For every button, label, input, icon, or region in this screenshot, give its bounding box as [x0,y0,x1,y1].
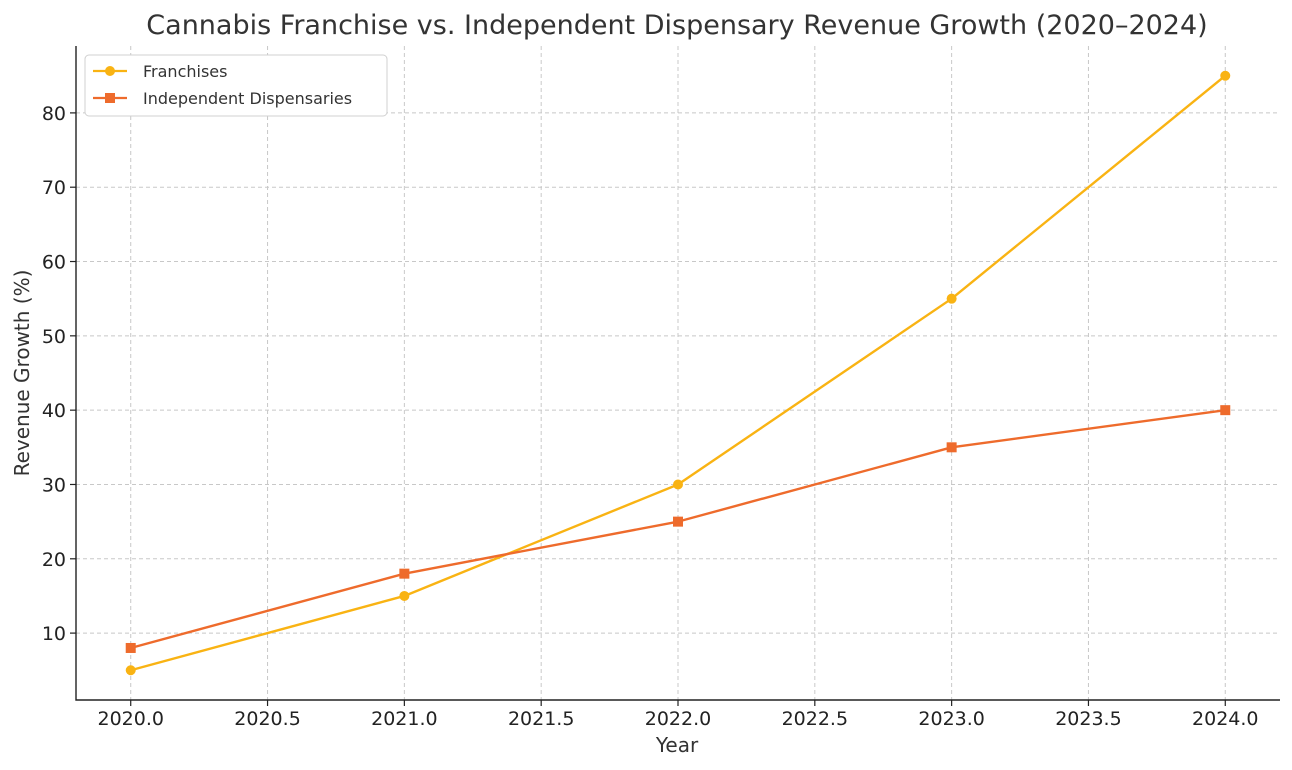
y-axis-label: Revenue Growth (%) [10,270,34,477]
y-ticks: 10 20 30 40 50 60 70 80 [42,103,76,645]
x-tick-label: 2022.5 [782,708,848,730]
y-tick-label: 40 [42,400,66,422]
x-tick-label: 2021.5 [508,708,574,730]
x-tick-label: 2024.0 [1192,708,1258,730]
series-layer [125,70,1231,676]
legend: Franchises Independent Dispensaries [84,54,388,117]
x-tick-label: 2020.0 [97,708,163,730]
legend-label-independent: Independent Dispensaries [143,89,352,108]
data-point-independent-dispensaries [673,516,683,527]
grid [76,46,1280,700]
legend-label-franchises: Franchises [143,62,227,81]
y-tick-label: 60 [42,252,66,274]
x-tick-label: 2022.0 [645,708,711,730]
data-point-franchises [946,293,957,304]
data-point-independent-dispensaries [946,442,957,453]
y-tick-label: 10 [42,623,66,645]
data-point-independent-dispensaries [125,642,136,653]
data-point-franchises [1220,70,1231,81]
data-point-franchises [673,479,683,490]
data-point-franchises [399,590,410,601]
chart-title: Cannabis Franchise vs. Independent Dispe… [146,10,1207,41]
x-tick-label: 2023.5 [1055,708,1121,730]
y-tick-label: 70 [42,177,66,199]
x-tick-label: 2021.0 [371,708,437,730]
axis-spines [75,46,1280,701]
y-tick-label: 50 [42,326,66,348]
data-point-independent-dispensaries [399,568,410,579]
y-tick-label: 80 [42,103,66,125]
x-axis-label: Year [655,733,699,757]
x-tick-label: 2023.0 [918,708,984,730]
y-tick-label: 20 [42,549,66,571]
legend-frame [84,54,388,117]
data-point-franchises [125,665,136,676]
y-tick-label: 30 [42,474,66,496]
legend-marker-franchises [105,66,115,76]
x-ticks: 2020.0 2020.5 2021.0 2021.5 2022.0 2022.5 2023… [97,700,1259,730]
x-tick-label: 2020.5 [234,708,300,730]
legend-marker-independent [105,93,115,103]
data-point-independent-dispensaries [1220,405,1231,416]
